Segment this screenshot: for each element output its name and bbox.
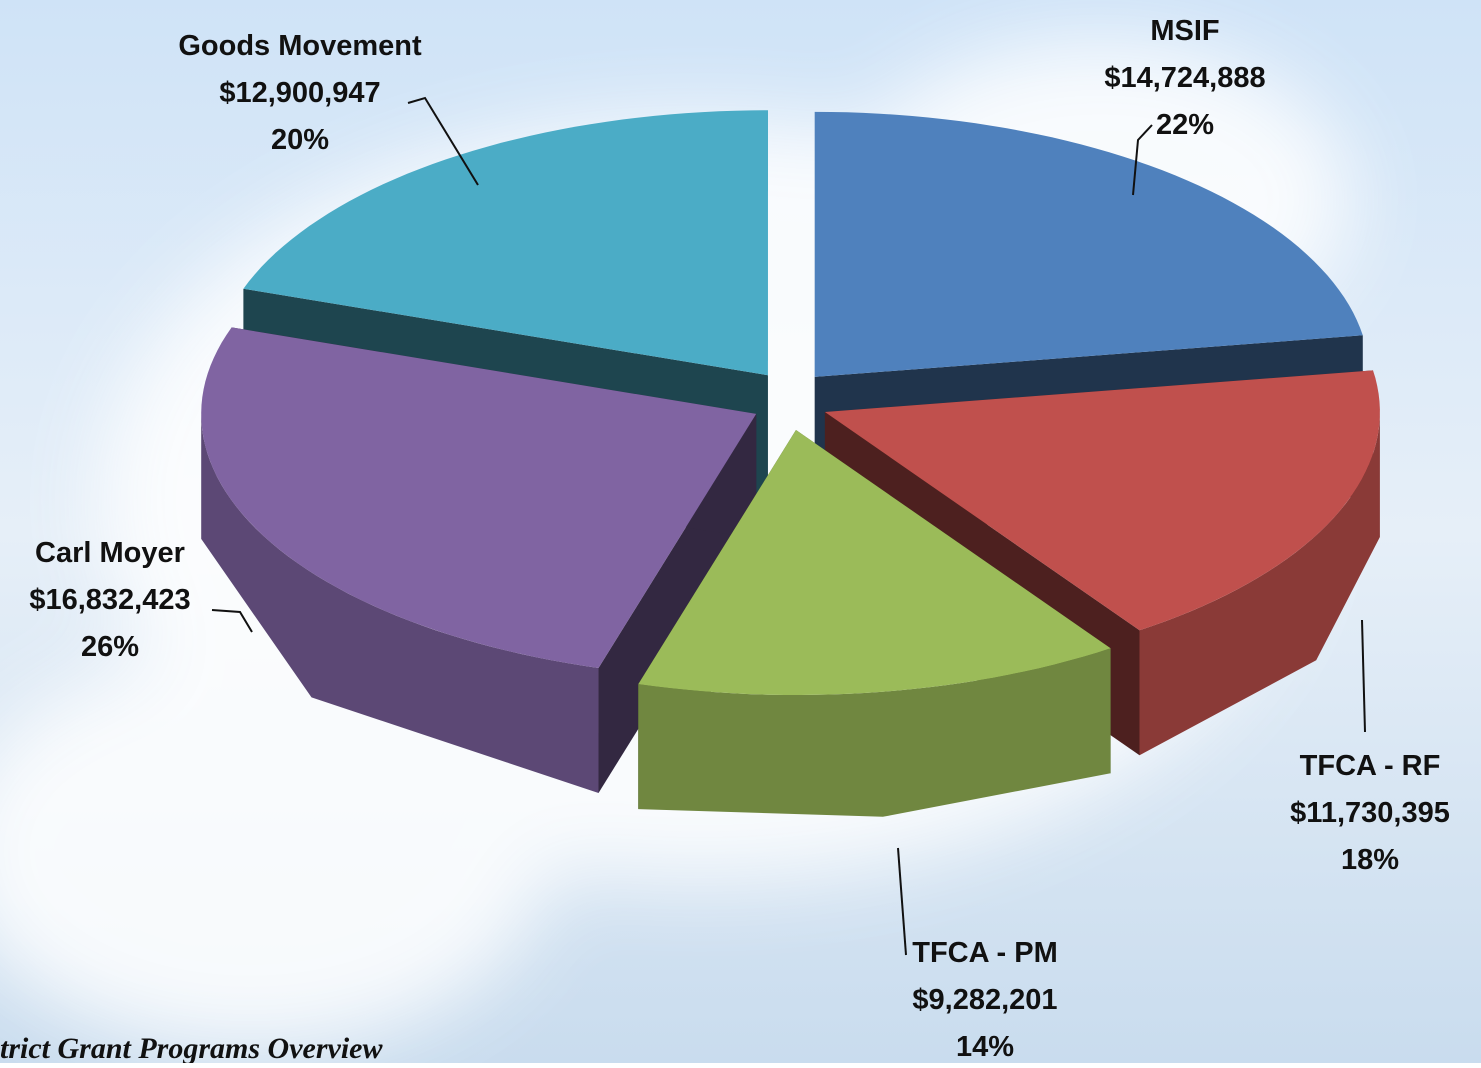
value-label: $12,900,947 — [219, 77, 380, 109]
slice — [824, 370, 1380, 756]
leader-line — [407, 96, 479, 186]
percent-label: 26% — [81, 631, 139, 663]
value-label: $14,724,888 — [1104, 62, 1265, 94]
slice-wall — [638, 648, 1111, 817]
category-label: TFCA - RF — [1300, 750, 1441, 782]
footer: trict Grant Programs Overview — [0, 1032, 383, 1063]
slice — [638, 430, 1111, 817]
slice-top — [638, 430, 1111, 695]
category-label: MSIF — [1150, 15, 1219, 47]
percent-label: 18% — [1341, 844, 1399, 876]
slice-top — [824, 370, 1380, 631]
slice-top — [814, 111, 1363, 377]
slice-top — [243, 110, 768, 376]
slice-wall — [201, 413, 599, 793]
percent-label: 20% — [271, 124, 329, 156]
slice — [201, 327, 757, 793]
value-label: $16,832,423 — [29, 584, 190, 616]
leader-line — [211, 609, 253, 633]
pie — [201, 110, 1380, 817]
leader-line — [897, 847, 907, 956]
leader-line — [1361, 619, 1366, 733]
category-label: Goods Movement — [178, 30, 422, 62]
category-label: TFCA - PM — [912, 937, 1058, 969]
slice-wall — [1139, 412, 1380, 756]
leader-line — [1132, 124, 1153, 196]
percent-label: 22% — [1156, 109, 1214, 141]
value-label: $9,282,201 — [912, 984, 1057, 1016]
slice-top — [201, 327, 757, 668]
value-label: $11,730,395 — [1290, 797, 1450, 829]
percent-label: 14% — [956, 1031, 1014, 1063]
category-label: Carl Moyer — [35, 537, 185, 569]
